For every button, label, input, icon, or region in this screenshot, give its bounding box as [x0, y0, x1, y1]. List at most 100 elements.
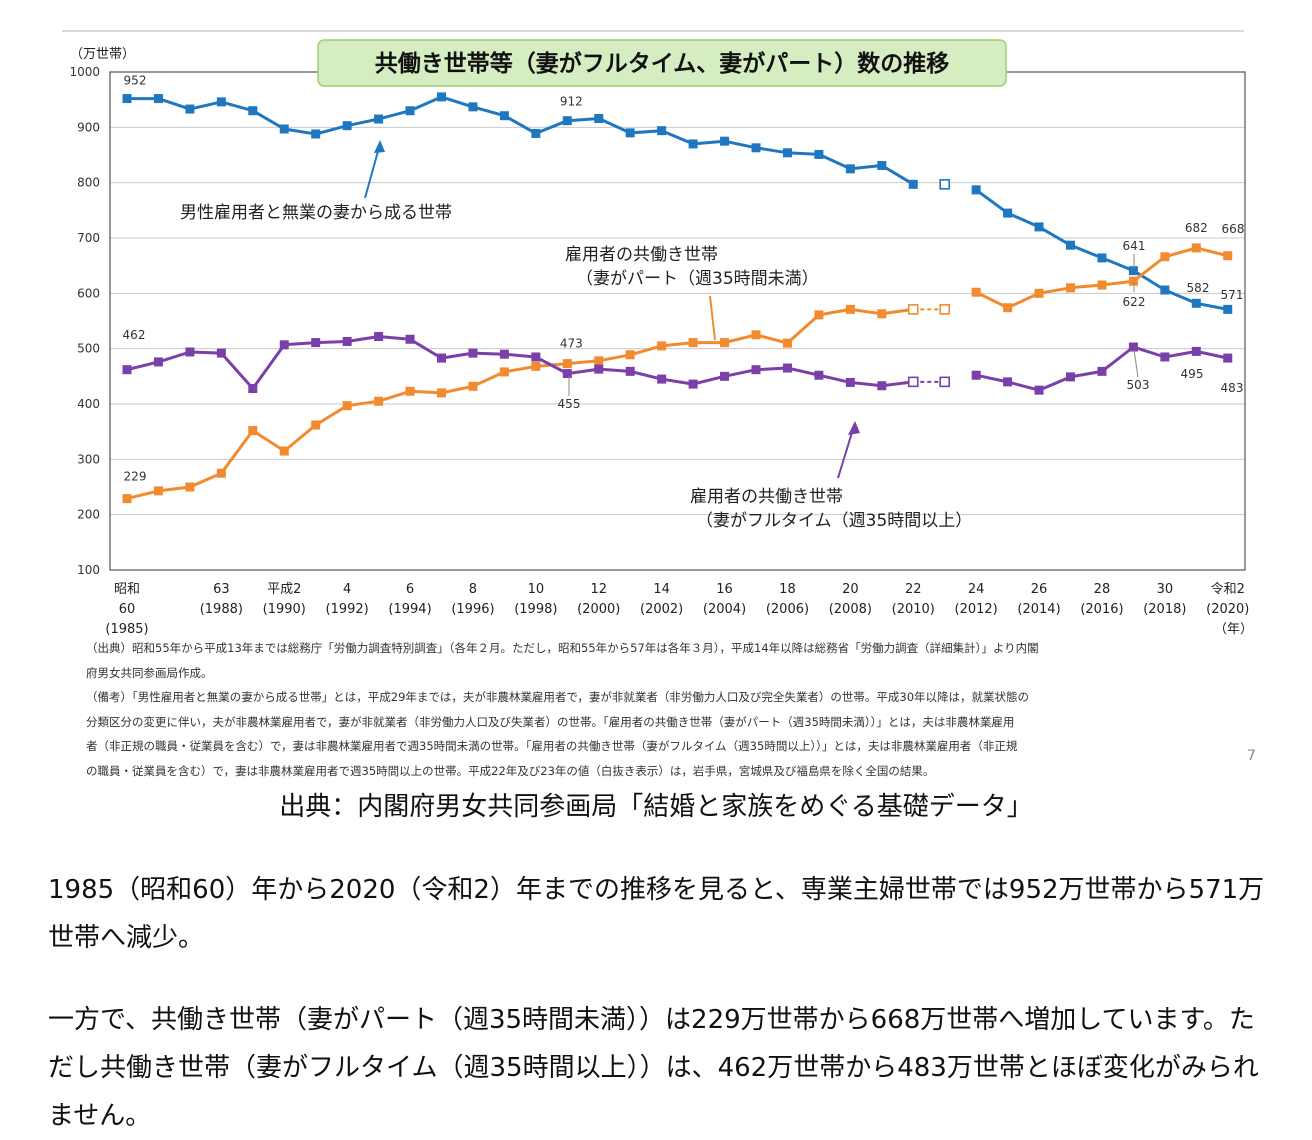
data-point — [468, 102, 478, 112]
y-tick-label: 300 — [77, 452, 100, 466]
plot-frame — [109, 71, 1246, 571]
x-tick-label: (2012) — [955, 602, 998, 617]
data-point — [845, 377, 855, 387]
data-point — [342, 401, 352, 411]
x-tick-label: (2004) — [703, 602, 746, 617]
series-group — [122, 92, 1233, 504]
data-point — [374, 396, 384, 406]
data-point — [342, 121, 352, 131]
data-labels: 952 912 641 582 571 229 473 622 682 668 462 455 503 4… — [123, 74, 1245, 484]
x-tick-label: 4 — [343, 582, 351, 597]
data-point — [405, 386, 415, 396]
y-axis-ticks: 100 200 300 400 500 600 700 800 900 1000 — [69, 65, 100, 577]
data-point — [1003, 208, 1013, 218]
data-point — [185, 347, 195, 357]
data-point — [279, 340, 289, 350]
y-tick-label: 400 — [77, 397, 100, 411]
data-point — [1128, 342, 1138, 352]
data-point — [877, 309, 887, 319]
data-point — [153, 357, 163, 367]
x-tick-label: 60 — [119, 602, 136, 617]
data-point — [782, 363, 792, 373]
data-point — [499, 349, 509, 359]
note-line: の職員・従業員を含む）で，妻は非農林業雇用者で週35時間以上の世帯。平成22年及… — [86, 763, 935, 778]
series-line — [126, 335, 914, 390]
x-tick-label: (2006) — [766, 602, 809, 617]
y-tick-label: 900 — [77, 120, 100, 134]
data-point — [153, 94, 163, 104]
data-point — [939, 179, 951, 190]
data-point — [1034, 385, 1044, 395]
data-point — [1097, 253, 1107, 263]
data-label: 462 — [123, 328, 146, 342]
data-point — [720, 338, 730, 348]
x-tick-label: 28 — [1094, 582, 1111, 597]
arrowhead-male — [374, 140, 385, 153]
y-tick-label: 700 — [77, 231, 100, 245]
y-tick-label: 800 — [77, 176, 100, 190]
x-tick-label: (2000) — [577, 602, 620, 617]
data-point — [971, 185, 981, 195]
x-tick-label: (2014) — [1017, 602, 1060, 617]
x-tick-label: (2010) — [892, 602, 935, 617]
data-label: 912 — [560, 95, 583, 109]
data-point — [1097, 366, 1107, 376]
data-point — [153, 486, 163, 496]
data-point — [248, 106, 258, 116]
data-point — [499, 111, 509, 121]
data-label: 503 — [1127, 378, 1150, 392]
data-point — [311, 420, 321, 430]
x-tick-label: 平成2 — [267, 582, 301, 597]
data-point — [657, 341, 667, 351]
x-tick-label: (1988) — [200, 602, 243, 617]
series-line — [126, 307, 914, 501]
data-point — [1066, 283, 1075, 293]
series-line — [127, 95, 915, 186]
data-label: 622 — [1123, 295, 1146, 309]
x-tick-label: (2020) — [1206, 602, 1249, 617]
x-tick-label: 12 — [590, 582, 607, 597]
annotation-part-1: 雇用者の共働き世帯 — [565, 245, 718, 265]
y-tick-label: 600 — [77, 286, 100, 300]
x-tick-label: 6 — [406, 582, 414, 597]
note-line: （備考）「男性雇用者と無業の妻から成る世帯」とは，平成29年までは，夫が非農林業… — [86, 690, 1030, 705]
data-point — [562, 116, 572, 126]
x-tick-label: (2002) — [640, 602, 683, 617]
annotation-arrow-full — [837, 425, 855, 479]
page-number: 7 — [1247, 748, 1256, 764]
y-axis-label: （万世帯） — [70, 47, 135, 62]
data-point — [625, 350, 635, 360]
data-point — [877, 161, 887, 171]
x-tick-label: 20 — [842, 582, 859, 597]
data-label: 229 — [124, 470, 147, 484]
x-tick-label: 30 — [1157, 582, 1174, 597]
note-line: （出典）昭和55年から平成13年までは総務庁「労働力調査特別調査」（各年２月。た… — [86, 641, 1039, 655]
data-point — [562, 369, 572, 379]
x-tick-label: 8 — [469, 582, 477, 597]
note-line: 府男女共同参画局作成。 — [86, 665, 213, 680]
data-point — [1128, 266, 1138, 276]
data-point — [625, 366, 635, 376]
data-point — [594, 364, 604, 374]
data-point — [216, 468, 226, 478]
data-point — [122, 94, 132, 104]
data-point — [1223, 251, 1233, 261]
note-line: 者（非正規の職員・従業員を含む）で，妻は非農林業雇用者で週35時間未満の世帯。「… — [86, 739, 1018, 754]
y-tick-label: 500 — [77, 342, 100, 356]
data-point — [1160, 352, 1170, 362]
data-point — [342, 336, 352, 346]
y-tick-label: 100 — [77, 563, 100, 577]
data-point — [562, 359, 572, 369]
data-point — [907, 376, 919, 388]
data-point — [1034, 222, 1044, 232]
x-tick-label: (1992) — [326, 602, 369, 617]
x-tick-label: 18 — [779, 582, 796, 597]
chart-grid — [110, 126, 1245, 516]
annotation-full-1: 雇用者の共働き世帯 — [690, 487, 843, 507]
x-tick-label: (1996) — [451, 602, 494, 617]
title-box — [317, 39, 1007, 87]
data-point — [814, 149, 824, 159]
x-tick-label: (2008) — [829, 602, 872, 617]
data-point — [688, 338, 698, 348]
label-leader — [1133, 349, 1139, 378]
